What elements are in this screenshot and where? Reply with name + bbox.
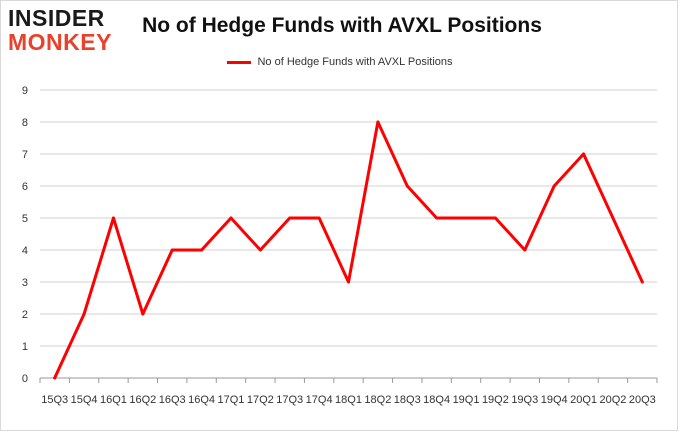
data-point — [376, 120, 380, 124]
data-point — [229, 216, 233, 220]
y-tick-label: 3 — [22, 277, 28, 289]
y-tick-label: 2 — [22, 309, 28, 321]
y-tick-label: 8 — [22, 117, 28, 129]
x-tick-label: 20Q3 — [629, 394, 656, 406]
chart-legend: No of Hedge Funds with AVXL Positions — [0, 56, 680, 68]
data-point — [582, 152, 586, 156]
chart-title: No of Hedge Funds with AVXL Positions — [142, 14, 542, 37]
data-point — [53, 376, 57, 380]
data-point — [435, 216, 439, 220]
x-tick-label: 17Q3 — [276, 394, 303, 406]
x-tick-label: 19Q1 — [453, 394, 480, 406]
x-tick-label: 19Q3 — [511, 394, 538, 406]
x-tick-label: 19Q2 — [482, 394, 509, 406]
y-tick-label: 7 — [22, 149, 28, 161]
data-point — [141, 312, 145, 316]
data-point — [170, 248, 174, 252]
x-tick-label: 17Q4 — [306, 394, 333, 406]
x-tick-label: 17Q1 — [218, 394, 245, 406]
x-tick-label: 18Q4 — [423, 394, 450, 406]
y-tick-label: 1 — [22, 341, 28, 353]
legend-swatch — [227, 60, 252, 64]
x-tick-label: 15Q3 — [41, 394, 68, 406]
x-tick-label: 20Q1 — [570, 394, 597, 406]
x-tick-label: 16Q1 — [100, 394, 127, 406]
y-tick-label: 5 — [22, 213, 28, 225]
data-point — [347, 280, 350, 284]
legend-label: No of Hedge Funds with AVXL Positions — [257, 56, 453, 68]
data-point — [111, 216, 115, 220]
data-point — [493, 216, 497, 220]
x-tick-label: 18Q3 — [394, 394, 421, 406]
x-tick-label: 16Q4 — [188, 394, 215, 406]
data-point — [640, 280, 644, 284]
data-point — [552, 184, 556, 188]
x-tick-label: 16Q2 — [129, 394, 156, 406]
x-tick-label: 18Q2 — [364, 394, 391, 406]
data-point — [200, 248, 204, 252]
data-point — [611, 216, 615, 220]
data-point — [288, 216, 292, 220]
x-tick-label: 16Q3 — [159, 394, 186, 406]
x-tick-label: 17Q2 — [247, 394, 274, 406]
y-tick-label: 0 — [22, 373, 28, 385]
insider-monkey-logo: INSIDER MONKEY — [8, 6, 126, 56]
logo-line-2: MONKEY — [8, 29, 112, 55]
x-tick-label: 18Q1 — [335, 394, 362, 406]
y-tick-label: 4 — [22, 245, 28, 257]
data-point — [317, 216, 321, 220]
data-point — [523, 248, 527, 252]
y-tick-label: 6 — [22, 181, 28, 193]
data-point — [82, 312, 86, 316]
logo-line-1: INSIDER — [8, 5, 105, 31]
x-tick-label: 19Q4 — [541, 394, 568, 406]
x-tick-label: 20Q2 — [599, 394, 626, 406]
data-point — [258, 248, 262, 252]
data-point — [405, 184, 409, 188]
data-point — [464, 216, 468, 220]
y-tick-label: 9 — [22, 85, 28, 97]
x-tick-label: 15Q4 — [71, 394, 98, 406]
